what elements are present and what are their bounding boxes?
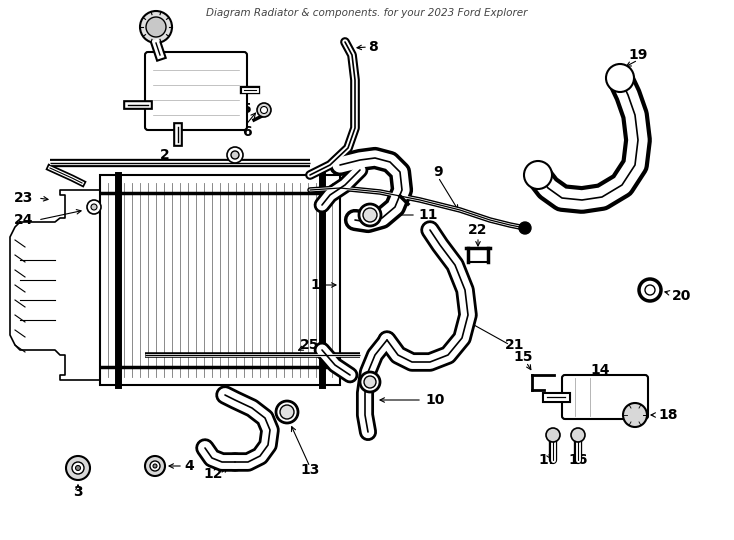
Text: 21: 21 xyxy=(505,338,525,352)
Text: 24: 24 xyxy=(14,213,34,227)
Text: 10: 10 xyxy=(425,393,445,407)
Circle shape xyxy=(66,456,90,480)
Text: 3: 3 xyxy=(73,485,83,499)
Text: 9: 9 xyxy=(433,165,443,179)
Circle shape xyxy=(261,106,267,113)
Circle shape xyxy=(546,428,560,442)
Text: 6: 6 xyxy=(242,125,252,139)
Text: 4: 4 xyxy=(184,459,194,473)
Circle shape xyxy=(639,279,661,301)
Text: 20: 20 xyxy=(672,289,691,303)
Circle shape xyxy=(519,222,531,234)
Text: 1: 1 xyxy=(310,278,320,292)
Circle shape xyxy=(87,200,101,214)
Circle shape xyxy=(76,465,81,470)
Circle shape xyxy=(140,11,172,43)
Circle shape xyxy=(146,17,166,37)
Text: 8: 8 xyxy=(368,40,378,54)
Bar xyxy=(100,175,340,385)
Circle shape xyxy=(364,376,376,388)
FancyBboxPatch shape xyxy=(562,375,648,419)
Text: 5: 5 xyxy=(242,102,252,116)
Text: 15: 15 xyxy=(513,350,533,364)
Text: 23: 23 xyxy=(14,191,34,205)
Circle shape xyxy=(257,103,271,117)
Circle shape xyxy=(227,147,243,163)
Text: 11: 11 xyxy=(418,208,437,222)
Circle shape xyxy=(645,285,655,295)
Circle shape xyxy=(524,161,552,189)
Circle shape xyxy=(571,428,585,442)
Circle shape xyxy=(360,372,380,392)
Text: 12: 12 xyxy=(203,467,222,481)
Text: 25: 25 xyxy=(300,338,320,352)
Circle shape xyxy=(153,464,157,468)
Circle shape xyxy=(606,64,634,92)
Circle shape xyxy=(91,204,97,210)
Text: 22: 22 xyxy=(468,223,488,237)
Circle shape xyxy=(150,461,160,471)
Circle shape xyxy=(276,401,298,423)
Text: 13: 13 xyxy=(300,463,320,477)
Text: 16: 16 xyxy=(568,453,588,467)
Text: Diagram Radiator & components. for your 2023 Ford Explorer: Diagram Radiator & components. for your … xyxy=(206,8,528,18)
Text: 2: 2 xyxy=(160,148,170,162)
Circle shape xyxy=(72,462,84,474)
Text: 19: 19 xyxy=(628,48,647,62)
Text: 17: 17 xyxy=(538,453,558,467)
Circle shape xyxy=(363,208,377,222)
FancyBboxPatch shape xyxy=(145,52,247,130)
Text: 7: 7 xyxy=(148,11,158,25)
Text: 18: 18 xyxy=(658,408,677,422)
Circle shape xyxy=(359,204,381,226)
Text: 14: 14 xyxy=(590,363,610,377)
Circle shape xyxy=(145,456,165,476)
Circle shape xyxy=(231,151,239,159)
Circle shape xyxy=(623,403,647,427)
Circle shape xyxy=(280,405,294,419)
